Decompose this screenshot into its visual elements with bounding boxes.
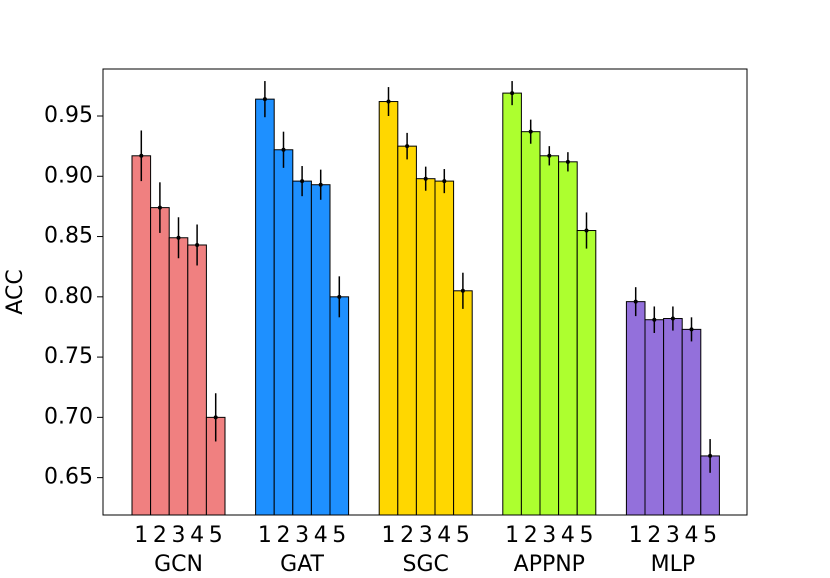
error-point xyxy=(689,327,694,332)
x-tick-label: 3 xyxy=(172,523,186,548)
x-tick-label: 4 xyxy=(190,523,204,548)
error-point xyxy=(708,453,713,458)
bar xyxy=(576,230,597,516)
error-point xyxy=(510,91,515,96)
error-point xyxy=(213,415,218,420)
plot-frame xyxy=(102,68,748,516)
x-tick-label: 5 xyxy=(456,523,470,548)
x-tick-label: 2 xyxy=(647,523,661,548)
bar xyxy=(681,328,702,516)
error-point xyxy=(670,316,675,321)
bar xyxy=(329,296,350,516)
bar xyxy=(520,131,541,516)
bar xyxy=(187,244,207,516)
y-tick-label: 0.70 xyxy=(44,404,93,429)
bar xyxy=(625,301,646,516)
x-tick-label: 3 xyxy=(666,523,680,548)
bar xyxy=(453,290,473,516)
x-tick-label: 4 xyxy=(437,523,451,548)
error-point xyxy=(460,288,465,293)
error-point xyxy=(281,147,286,152)
bar xyxy=(150,207,170,516)
y-tick-label: 0.90 xyxy=(44,163,93,188)
y-axis-label: ACC xyxy=(3,269,28,314)
bar xyxy=(644,319,665,516)
error-point xyxy=(547,153,552,158)
error-point xyxy=(405,144,410,149)
x-tick-label: 5 xyxy=(332,523,346,548)
x-tick-label: 4 xyxy=(561,523,575,548)
error-point xyxy=(423,176,428,181)
group-label: MLP xyxy=(651,552,696,577)
bar xyxy=(397,145,417,516)
y-tick-label: 0.85 xyxy=(44,224,93,249)
x-tick-label: 2 xyxy=(400,523,414,548)
error-point xyxy=(528,129,533,134)
error-point xyxy=(584,228,589,233)
bar xyxy=(663,318,683,516)
x-tick-label: 5 xyxy=(580,523,594,548)
bar xyxy=(434,180,455,516)
x-tick-label: 5 xyxy=(209,523,223,548)
x-tick-label: 2 xyxy=(277,523,291,548)
x-tick-label: 4 xyxy=(314,523,328,548)
bar xyxy=(539,155,560,516)
x-tick-label: 3 xyxy=(295,523,309,548)
group-label: APPNP xyxy=(514,552,585,577)
x-tick-label: 4 xyxy=(685,523,699,548)
error-point xyxy=(139,153,144,158)
y-tick-label: 0.75 xyxy=(44,344,93,369)
bar xyxy=(255,98,275,516)
x-tick-label: 1 xyxy=(382,523,396,548)
x-tick-label: 3 xyxy=(419,523,433,548)
bar xyxy=(292,180,312,516)
y-tick-label: 0.65 xyxy=(44,465,93,490)
x-tick-label: 5 xyxy=(703,523,717,548)
group-label: SGC xyxy=(403,552,449,577)
error-point xyxy=(633,299,638,304)
error-point xyxy=(442,179,447,184)
x-tick-label: 1 xyxy=(258,523,272,548)
bar xyxy=(502,92,522,516)
group-label: GCN xyxy=(154,552,203,577)
x-tick-label: 1 xyxy=(505,523,519,548)
error-point xyxy=(565,159,570,164)
error-point xyxy=(157,205,162,210)
x-tick-label: 2 xyxy=(524,523,538,548)
error-point xyxy=(652,317,657,322)
bar xyxy=(131,155,152,516)
y-tick-label: 0.80 xyxy=(44,284,93,309)
x-tick-label: 2 xyxy=(153,523,167,548)
x-tick-label: 1 xyxy=(629,523,643,548)
error-point xyxy=(337,294,342,299)
x-tick-label: 1 xyxy=(134,523,148,548)
group-label: GAT xyxy=(280,552,324,577)
bar xyxy=(378,101,399,516)
error-point xyxy=(195,242,200,247)
error-point xyxy=(176,235,181,240)
x-tick-label: 3 xyxy=(542,523,556,548)
bar xyxy=(168,237,189,516)
bar xyxy=(310,184,331,516)
error-point xyxy=(318,182,323,187)
y-tick-label: 0.95 xyxy=(44,103,93,128)
bar xyxy=(273,149,294,516)
bar xyxy=(415,178,436,516)
bar xyxy=(558,161,578,516)
error-point xyxy=(386,99,391,104)
error-point xyxy=(262,97,267,102)
error-point xyxy=(300,179,305,184)
